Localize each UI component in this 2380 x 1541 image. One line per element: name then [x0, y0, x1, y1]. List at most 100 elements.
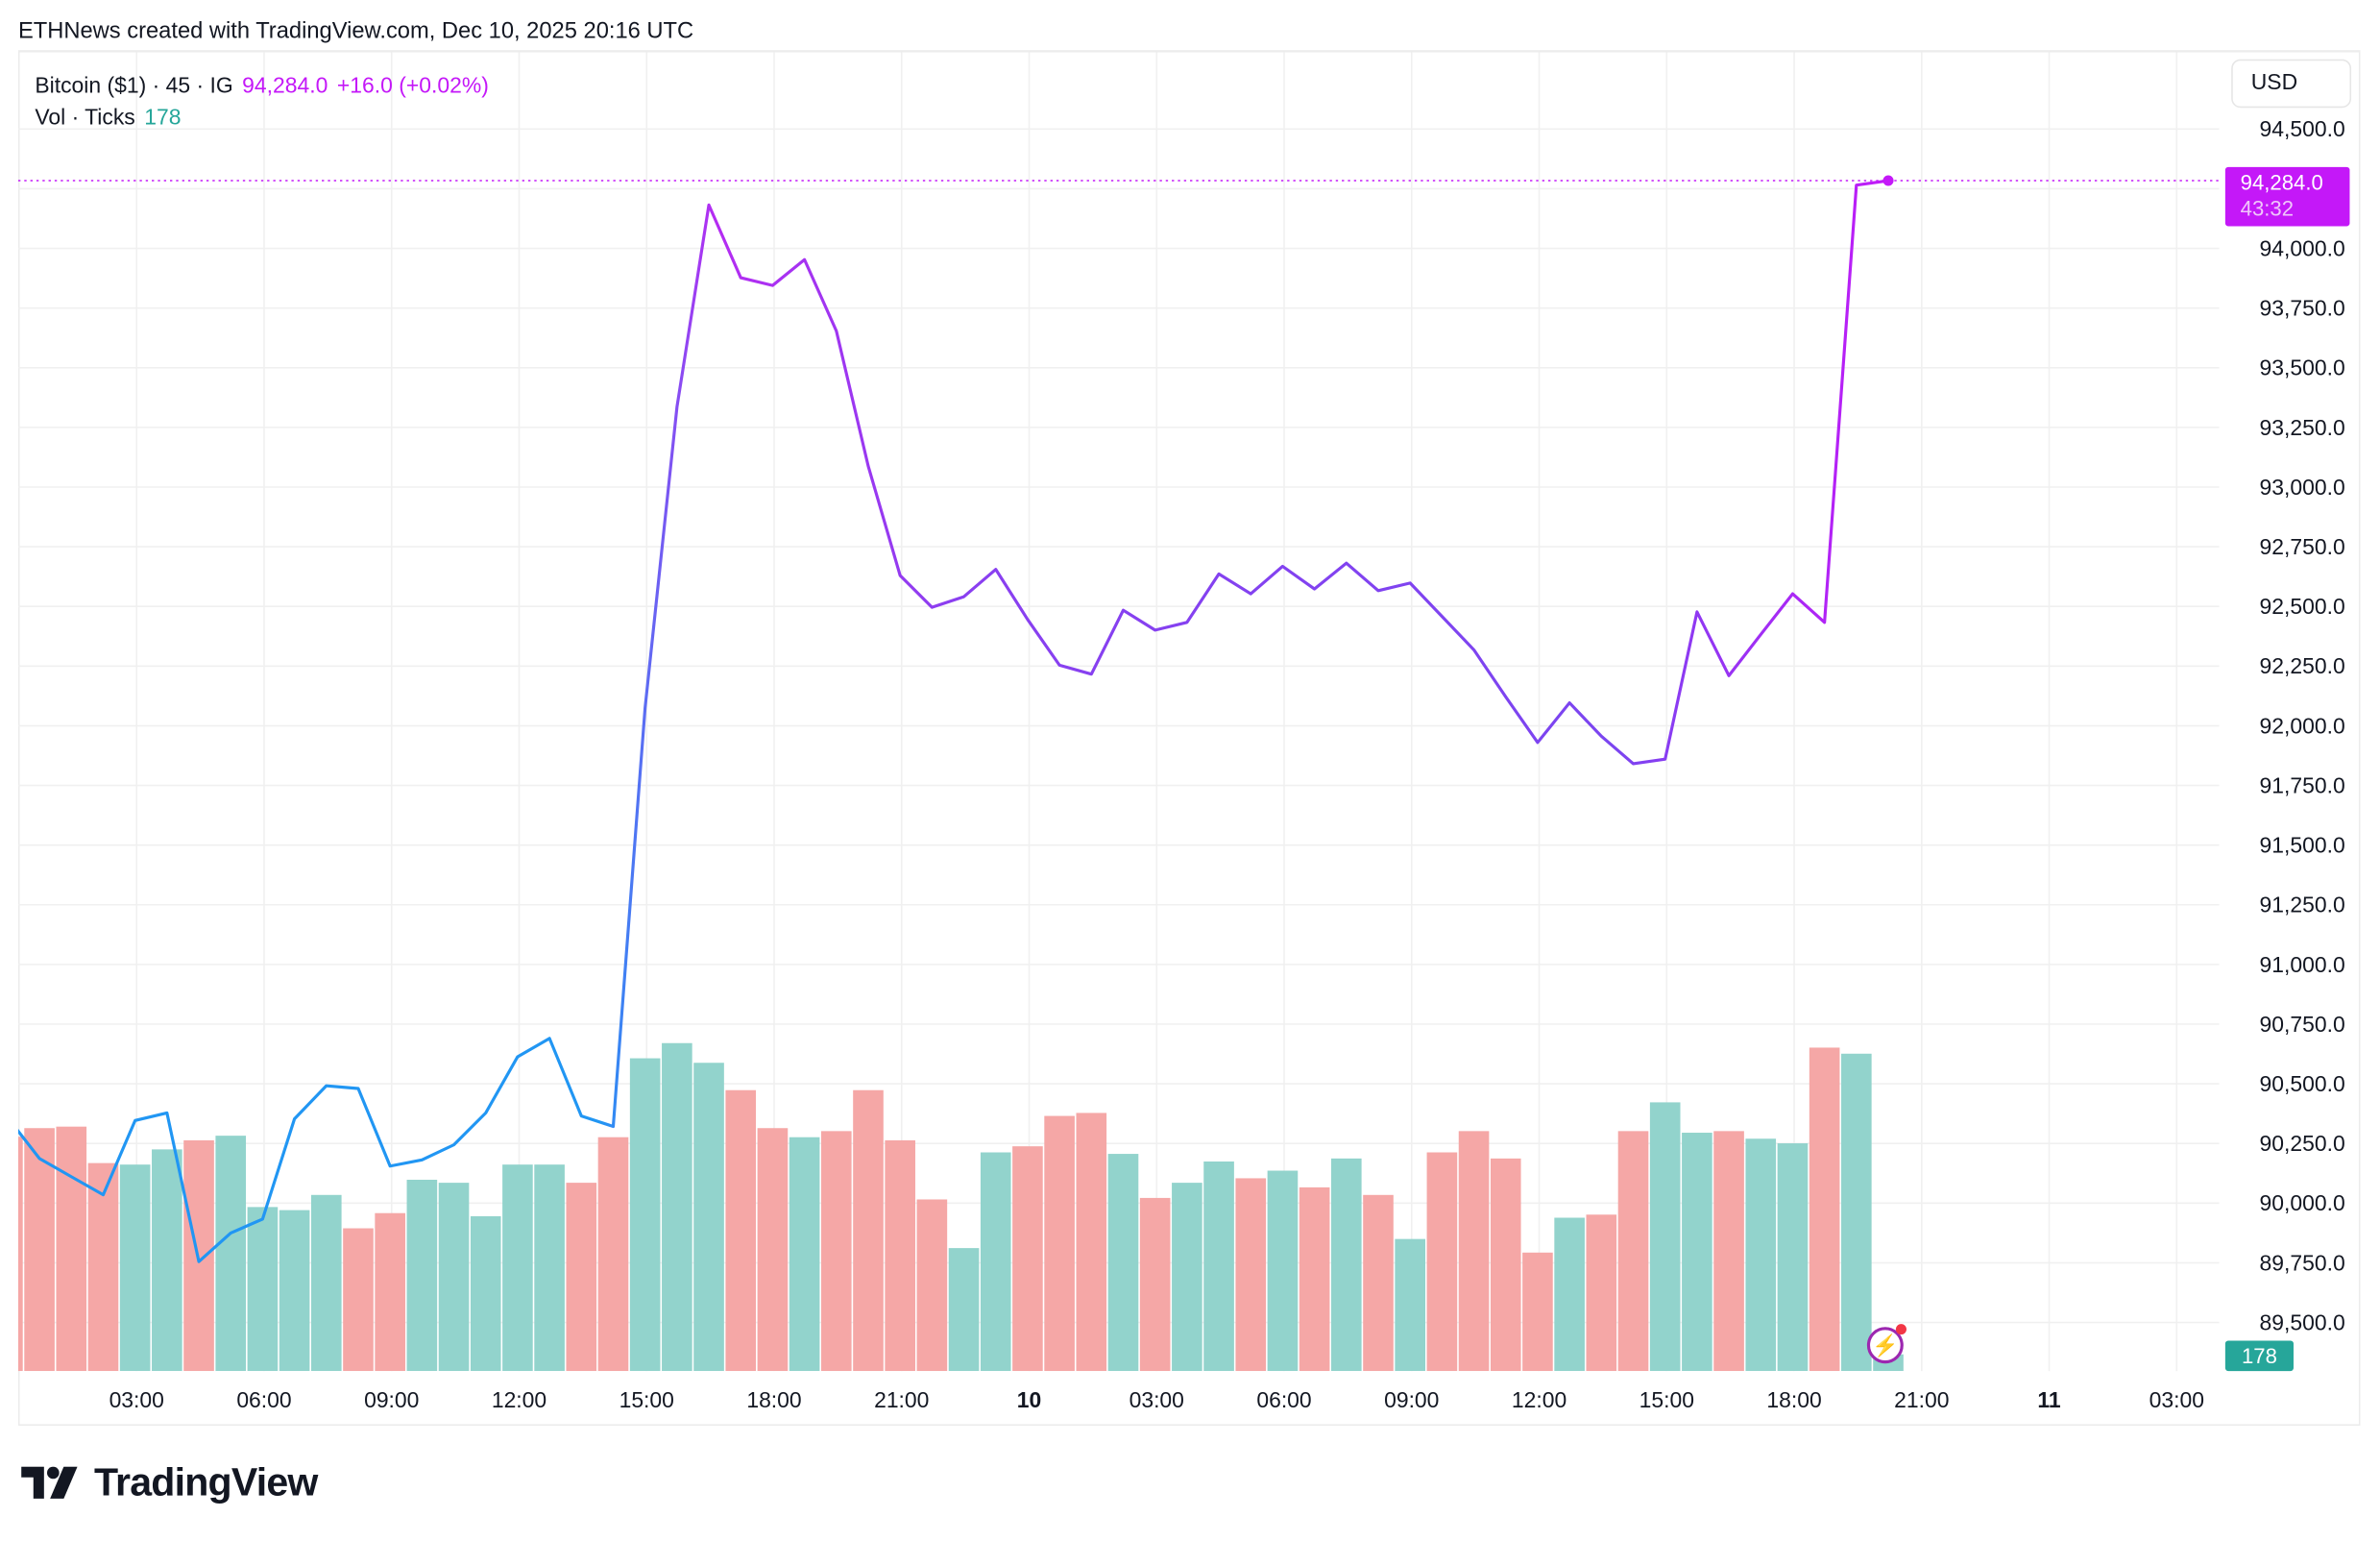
- volume-bar: [1139, 1197, 1171, 1372]
- last-price: 94,284.0: [2240, 170, 2323, 195]
- x-tick-label: 18:00: [746, 1387, 801, 1412]
- volume-bar: [1012, 1146, 1043, 1372]
- volume-bar: [1841, 1053, 1872, 1372]
- volume-bar: [1267, 1170, 1299, 1372]
- chart-header: ETHNews created with TradingView.com, De…: [17, 17, 694, 44]
- volume-bar: [1203, 1161, 1234, 1372]
- last-price-dot: [1882, 175, 1894, 186]
- volume-bar: [1490, 1158, 1521, 1372]
- volume-bar: [119, 1164, 151, 1372]
- legend: Bitcoin ($1) · 45 · IG 94,284.0 +16.0 (+0.…: [35, 71, 488, 135]
- legend-volume: Vol · Ticks 178: [35, 103, 488, 135]
- volume-bar: [662, 1042, 692, 1372]
- legend-series: Bitcoin ($1) · 45 · IG 94,284.0 +16.0 (+0.…: [35, 71, 488, 103]
- volume-bar: [1044, 1115, 1075, 1372]
- brand-name: TradingView: [93, 1458, 318, 1505]
- y-tick-label: 92,500.0: [2260, 594, 2345, 619]
- y-tick-label: 90,750.0: [2260, 1012, 2345, 1037]
- tradingview-logo[interactable]: TradingView: [21, 1458, 318, 1506]
- x-tick-label: 03:00: [109, 1387, 164, 1412]
- y-tick-label: 91,250.0: [2260, 893, 2345, 917]
- notification-dot: [1895, 1324, 1906, 1335]
- volume-bar: [1809, 1047, 1840, 1372]
- volume-bar: [1649, 1102, 1681, 1372]
- volume-bar: [24, 1128, 55, 1372]
- volume-bar: [1586, 1214, 1617, 1372]
- volume-bar: [152, 1149, 182, 1372]
- x-tick-label: 06:00: [1256, 1387, 1311, 1412]
- volume-bar: [406, 1179, 438, 1372]
- volume-bar: [1363, 1194, 1394, 1372]
- volume-bar: [1426, 1152, 1458, 1372]
- volume-bar: [215, 1136, 247, 1372]
- volume-bar: [1107, 1154, 1139, 1372]
- x-tick-label: 09:00: [1384, 1387, 1439, 1412]
- y-tick-label: 91,000.0: [2260, 952, 2345, 977]
- volume-bar: [1299, 1186, 1330, 1372]
- price-line: [17, 179, 1889, 1263]
- y-tick-label: 90,500.0: [2260, 1071, 2345, 1096]
- y-tick-label: 93,750.0: [2260, 296, 2345, 321]
- volume-bar: [56, 1126, 87, 1372]
- legend-price: 94,284.0: [242, 74, 328, 99]
- currency-button[interactable]: USD: [2231, 59, 2352, 109]
- volume-bar: [502, 1164, 533, 1372]
- y-tick-label: 94,000.0: [2260, 235, 2345, 260]
- x-tick-label: 10: [1017, 1387, 1041, 1412]
- volume-bar: [820, 1131, 852, 1372]
- y-tick-label: 89,500.0: [2260, 1309, 2345, 1334]
- volume-bar: [534, 1164, 565, 1372]
- volume-bar: [1777, 1143, 1809, 1372]
- volume-bar: [1458, 1131, 1490, 1372]
- x-tick-label: 11: [2037, 1387, 2060, 1412]
- volume-bar: [980, 1152, 1011, 1372]
- volume-bar: [853, 1089, 884, 1372]
- volume-bar: [1395, 1238, 1425, 1372]
- legend-change: +16.0 (+0.02%): [336, 74, 489, 99]
- volume-bar: [1172, 1183, 1202, 1372]
- volume-bar: [948, 1248, 980, 1372]
- x-tick-label: 18:00: [1766, 1387, 1821, 1412]
- volume-bar: [1522, 1252, 1553, 1372]
- x-tick-label: 12:00: [1512, 1387, 1566, 1412]
- x-tick-label: 03:00: [2149, 1387, 2204, 1412]
- volume-bar: [916, 1199, 948, 1372]
- volume-bar: [247, 1207, 279, 1372]
- volume-bar: [1554, 1217, 1585, 1372]
- y-tick-label: 91,750.0: [2260, 772, 2345, 797]
- x-tick-label: 21:00: [1894, 1387, 1949, 1412]
- y-tick-label: 93,500.0: [2260, 355, 2345, 380]
- y-tick-label: 92,750.0: [2260, 534, 2345, 559]
- x-tick-label: 21:00: [874, 1387, 929, 1412]
- volume-bar: [885, 1139, 915, 1372]
- y-tick-label: 92,000.0: [2260, 713, 2345, 738]
- y-tick-label: 89,750.0: [2260, 1250, 2345, 1275]
- bar-countdown: 43:32: [2240, 195, 2295, 221]
- volume-bar: [757, 1128, 789, 1372]
- last-price-tag: 94,284.0 43:32: [2224, 166, 2350, 227]
- y-tick-label: 91,500.0: [2260, 833, 2345, 858]
- volume-bars: [17, 1042, 1904, 1372]
- x-tick-label: 09:00: [364, 1387, 419, 1412]
- tradingview-logo-icon: [21, 1465, 78, 1499]
- volume-bar: [438, 1183, 470, 1372]
- volume-value: 178: [144, 106, 182, 131]
- symbol-name[interactable]: Bitcoin ($1) · 45 · IG: [35, 74, 233, 99]
- y-tick-label: 92,250.0: [2260, 653, 2345, 678]
- volume-bar: [87, 1162, 119, 1372]
- volume-label[interactable]: Vol · Ticks: [35, 106, 135, 131]
- volume-bar: [310, 1194, 342, 1372]
- volume-bar: [470, 1215, 501, 1372]
- volume-tag: 178: [2224, 1340, 2294, 1372]
- volume-bar: [1076, 1113, 1107, 1372]
- y-tick-label: 94,500.0: [2260, 116, 2345, 141]
- volume-bar: [693, 1063, 724, 1372]
- volume-bar: [597, 1137, 629, 1372]
- volume-bar: [343, 1228, 374, 1372]
- volume-bar: [629, 1058, 661, 1372]
- volume-bar: [375, 1212, 405, 1372]
- y-tick-label: 90,000.0: [2260, 1190, 2345, 1215]
- volume-bar: [1331, 1158, 1362, 1372]
- lightning-bolt-icon[interactable]: ⚡: [1866, 1324, 1906, 1364]
